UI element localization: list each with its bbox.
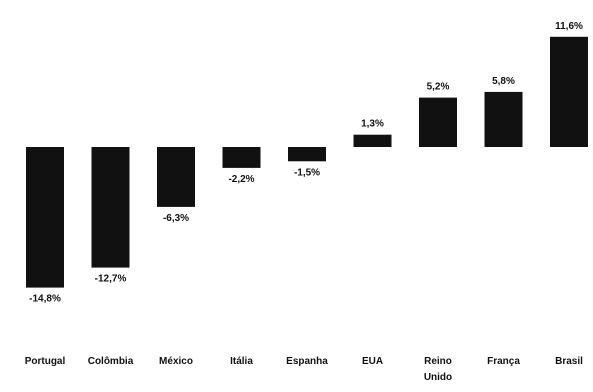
data-label-colombia: -12,7% — [95, 274, 127, 285]
category-label-franca: França — [487, 356, 520, 367]
bar-reino-unido — [419, 97, 457, 147]
bar-mexico — [157, 147, 195, 207]
bar-franca — [484, 91, 523, 147]
category-label-colombia: Colômbia — [88, 356, 134, 367]
category-label-eua: EUA — [362, 356, 383, 367]
bar-brasil — [550, 36, 588, 147]
data-label-reino-unido: 5,2% — [427, 82, 450, 93]
category-label-brasil: Brasil — [555, 356, 583, 367]
category-label-reino-unido: Reino Unido — [424, 356, 452, 383]
data-label-espanha: -1,5% — [294, 167, 320, 178]
category-label-espanha: Espanha — [286, 356, 328, 367]
category-label-portugal: Portugal — [25, 356, 66, 367]
bar-espanha — [288, 147, 326, 162]
data-label-eua: 1,3% — [361, 119, 384, 130]
bar-portugal — [26, 147, 64, 288]
category-label-mexico: México — [159, 356, 193, 367]
bar-italia — [222, 147, 261, 168]
bar-eua — [353, 134, 392, 147]
data-label-franca: 5,8% — [492, 76, 515, 87]
category-label-italia: Itália — [230, 356, 253, 367]
data-label-portugal: -14,8% — [29, 294, 61, 305]
data-labels-group: -14,8% -12,7% -6,3% -2,2% -1,5% 1,3% 5,2% 5,8% 1… — [29, 21, 583, 305]
bars-group — [26, 36, 588, 288]
bar-colombia — [91, 147, 130, 268]
category-labels-group: Portugal Colômbia México Itália Espanha EUA Re… — [25, 356, 583, 383]
data-label-italia: -2,2% — [228, 174, 254, 185]
data-label-mexico: -6,3% — [163, 213, 189, 224]
data-label-brasil: 11,6% — [555, 21, 583, 32]
